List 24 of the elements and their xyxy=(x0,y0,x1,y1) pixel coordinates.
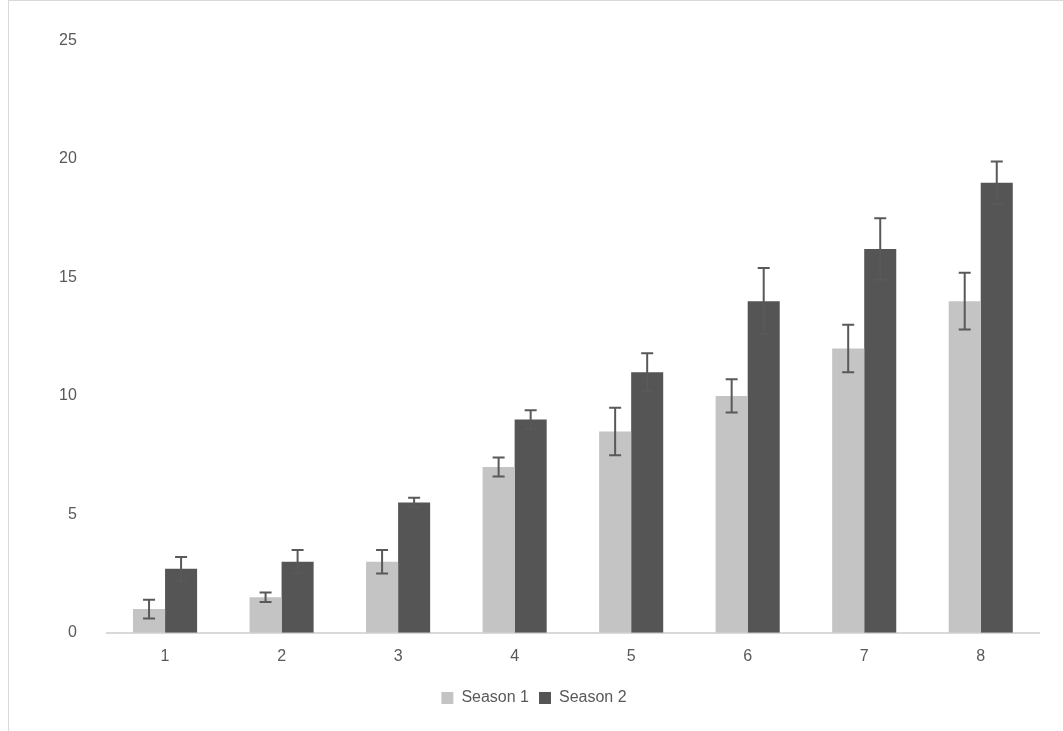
bar xyxy=(249,597,282,633)
bar xyxy=(715,395,748,633)
x-tick-label: 4 xyxy=(510,646,520,664)
y-tick-label: 0 xyxy=(67,623,77,641)
x-tick-label: 1 xyxy=(160,646,170,664)
bar xyxy=(482,466,515,633)
x-tick-label: 8 xyxy=(976,646,986,664)
x-tick-label: 3 xyxy=(393,646,403,664)
bar xyxy=(948,301,981,633)
y-tick-label: 25 xyxy=(59,31,77,49)
bar xyxy=(599,431,632,633)
bar xyxy=(366,561,399,633)
legend-label: Season 1 xyxy=(461,688,530,706)
x-tick-label: 6 xyxy=(743,646,753,664)
y-tick-label: 10 xyxy=(59,386,77,404)
y-tick-label: 5 xyxy=(67,504,77,522)
y-tick-label: 15 xyxy=(59,267,77,285)
x-tick-label: 7 xyxy=(859,646,869,664)
x-tick-label: 5 xyxy=(626,646,636,664)
x-tick-label: 2 xyxy=(277,646,287,664)
y-tick-label: 20 xyxy=(59,149,77,167)
bar xyxy=(832,348,865,633)
bar xyxy=(133,609,166,633)
legend-label: Season 2 xyxy=(559,688,627,706)
